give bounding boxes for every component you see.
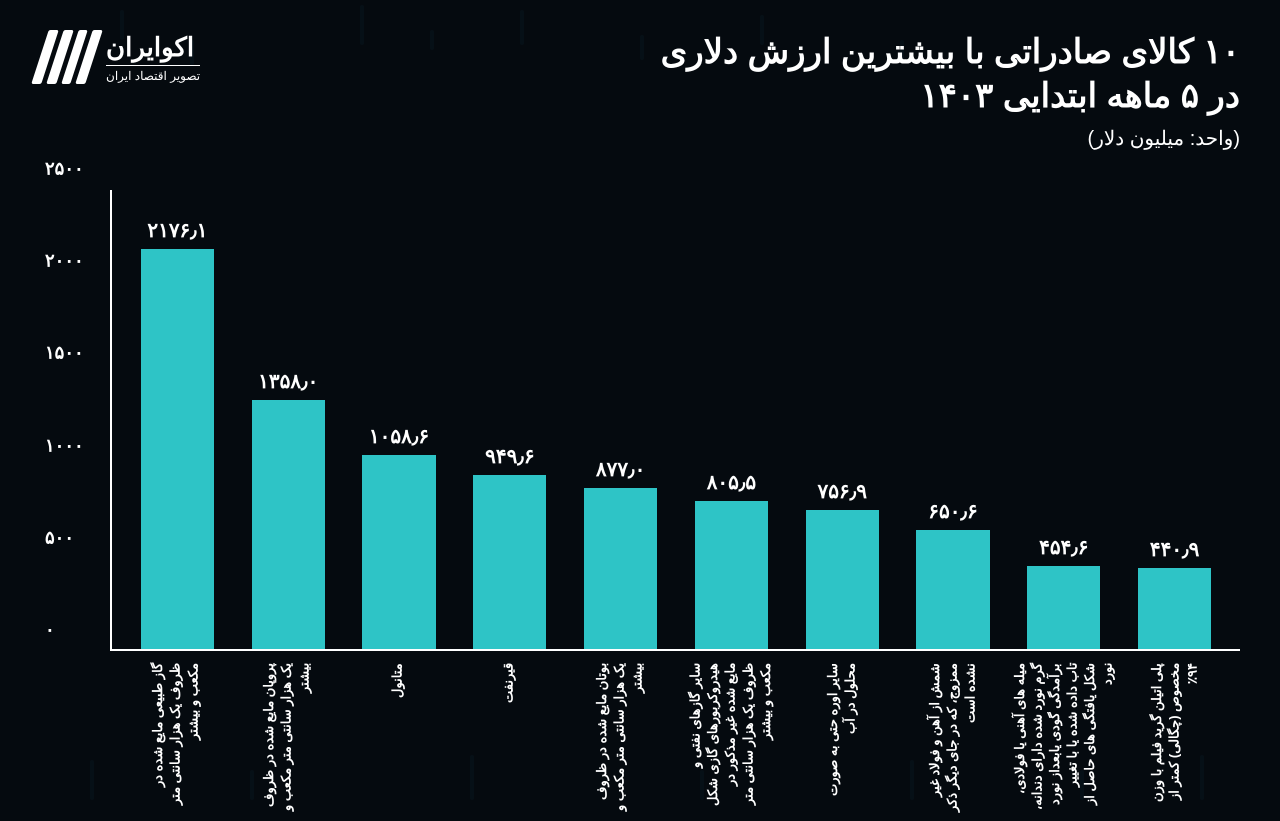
bar (473, 475, 546, 649)
plot-area: ۲۱۷۶٫۱ ۱۳۵۸٫۰ ۱۰۵۸٫۶ ۹۴۹٫۶ ۸۷۷٫۰ ۸۰۵٫۵ ۷۵۶٫۹ ۶۵… (110, 190, 1240, 651)
x-label: میله های آهنی یا فولادی، گرم نورد شده دا… (1008, 663, 1119, 813)
bar-value: ۴۵۴٫۶ (1039, 535, 1088, 560)
title-line-1: ۱۰ کالای صادراتی با بیشترین ارزش دلاری (661, 30, 1240, 74)
y-tick: ۰ (45, 620, 100, 641)
bar (584, 488, 657, 649)
bar-column: ۱۰۵۸٫۶ (344, 190, 455, 649)
y-tick: ۱۵۰۰ (45, 343, 100, 364)
bar (141, 249, 214, 649)
x-label: بوتان مایع شده در ظروف یک هزار سانتی متر… (564, 663, 675, 813)
bar-column: ۴۵۴٫۶ (1008, 190, 1119, 649)
bar-value: ۸۰۵٫۵ (707, 470, 756, 495)
bar-column: ۹۴۹٫۶ (454, 190, 565, 649)
x-axis-labels: گاز طبیعی مایع شده در ظروف یک هزار سانتی… (110, 651, 1240, 813)
bar-column: ۴۴۰٫۹ (1119, 190, 1230, 649)
bar-column: ۱۳۵۸٫۰ (233, 190, 344, 649)
bar-column: ۷۵۶٫۹ (787, 190, 898, 649)
bar (252, 400, 325, 649)
title-line-2: در ۵ ماهه ابتدایی ۱۴۰۳ (661, 74, 1240, 118)
bar (1138, 568, 1211, 649)
x-label: سایر گازهای نفتی و هیدروکربورهای گازی شک… (675, 663, 786, 813)
bar-value: ۴۴۰٫۹ (1150, 537, 1199, 562)
x-label: متانول (342, 663, 453, 813)
unit-label: (واحد: میلیون دلار) (661, 126, 1240, 151)
x-label: قیرنفت (453, 663, 564, 813)
x-label: سایر اوره حتی به صورت محلول در آب (786, 663, 897, 813)
bar-chart: ۰۵۰۰۱۰۰۰۱۵۰۰۲۰۰۰۲۵۰۰ ۲۱۷۶٫۱۱۳۵۸٫۰۱۰۵۸٫۶۹… (60, 190, 1240, 651)
y-tick: ۵۰۰ (45, 527, 100, 548)
bar-value: ۹۴۹٫۶ (485, 444, 534, 469)
bar-value: ۱۰۵۸٫۶ (369, 424, 429, 449)
y-tick: ۲۵۰۰ (45, 159, 100, 180)
bar-value: ۸۷۷٫۰ (596, 457, 645, 482)
bar (695, 501, 768, 649)
bar (1027, 566, 1100, 649)
bar (916, 530, 989, 649)
chart-header: ۱۰ کالای صادراتی با بیشترین ارزش دلاری د… (661, 30, 1240, 151)
bar-column: ۸۰۵٫۵ (676, 190, 787, 649)
y-tick: ۱۰۰۰ (45, 435, 100, 456)
x-label: پلی اتیلن گرید فیلم با وزن مخصوص (چگالی)… (1119, 663, 1230, 813)
y-axis: ۰۵۰۰۱۰۰۰۱۵۰۰۲۰۰۰۲۵۰۰ (45, 190, 100, 651)
bars-container: ۲۱۷۶٫۱ ۱۳۵۸٫۰ ۱۰۵۸٫۶ ۹۴۹٫۶ ۸۷۷٫۰ ۸۰۵٫۵ ۷۵۶٫۹ ۶۵… (112, 190, 1240, 649)
bar-column: ۸۷۷٫۰ (565, 190, 676, 649)
brand-subtitle: تصویر اقتصاد ایران (106, 65, 200, 83)
x-label: پروپان مایع شده در ظروف یک هزار سانتی مت… (231, 663, 342, 813)
bar-value: ۲۱۷۶٫۱ (147, 218, 207, 243)
bar-value: ۱۳۵۸٫۰ (258, 369, 318, 394)
x-label: گاز طبیعی مایع شده در ظروف یک هزار سانتی… (120, 663, 231, 813)
bar-column: ۲۱۷۶٫۱ (122, 190, 233, 649)
x-label: شمش از آهن و فولاد غیر ممزوج، که در جای … (897, 663, 1008, 813)
bar-column: ۶۵۰٫۶ (898, 190, 1009, 649)
brand-logo: اکوایران تصویر اقتصاد ایران (40, 30, 200, 84)
brand-name: اکوایران (106, 32, 200, 63)
bar-value: ۶۵۰٫۶ (928, 499, 977, 524)
brand-icon (31, 30, 103, 84)
bar (806, 510, 879, 649)
bar-value: ۷۵۶٫۹ (817, 479, 866, 504)
y-tick: ۲۰۰۰ (45, 251, 100, 272)
bar (362, 455, 435, 649)
